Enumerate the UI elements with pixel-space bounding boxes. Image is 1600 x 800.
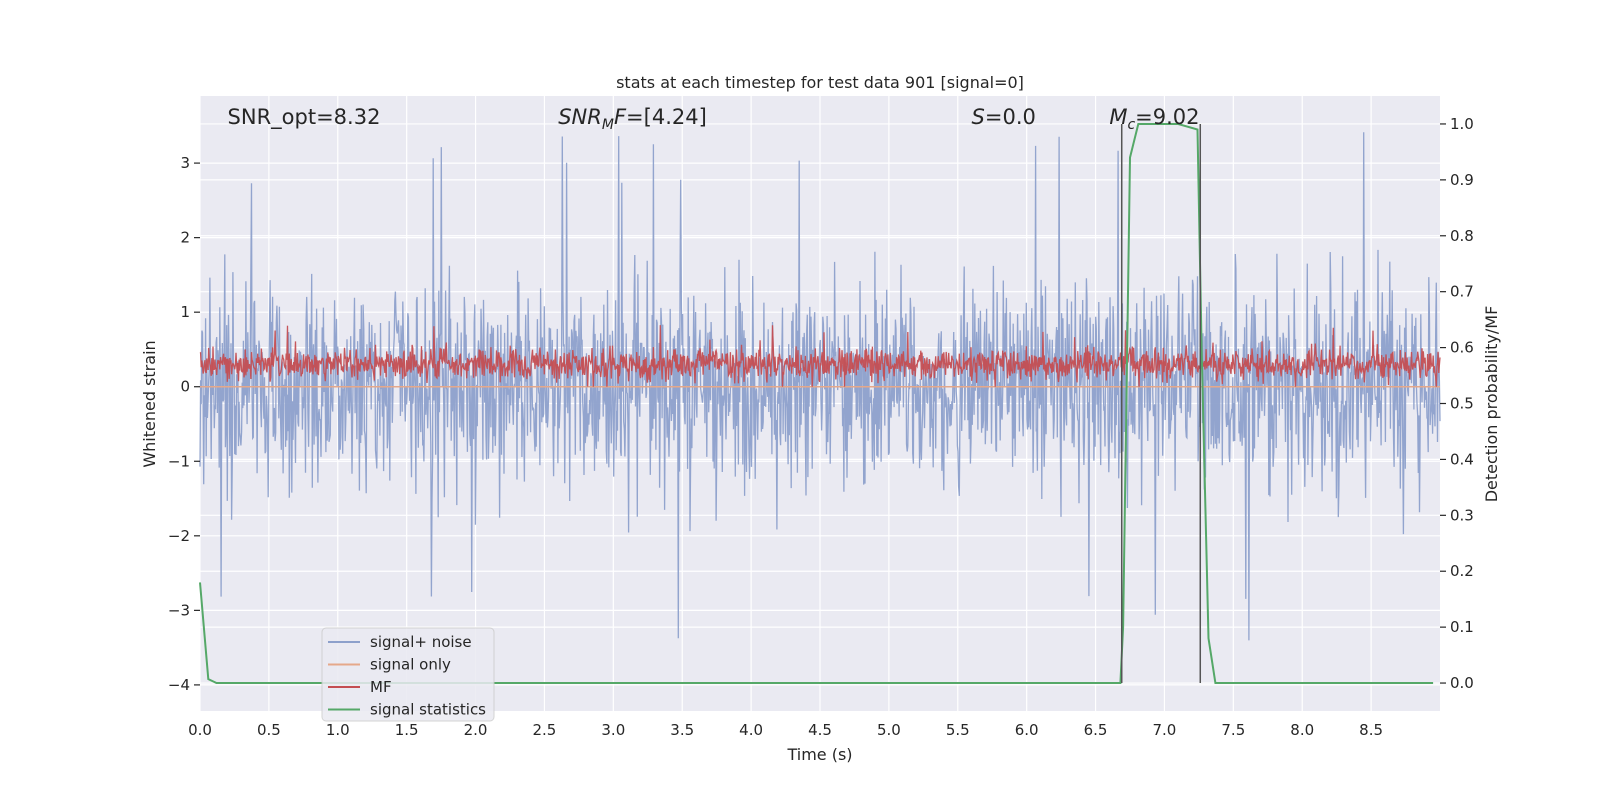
y-tick-label: 3 [180, 154, 190, 172]
annotation-1: SNRMF=[4.24] [558, 105, 707, 133]
x-tick-label: 8.5 [1359, 721, 1383, 739]
x-tick-label: 5.5 [946, 721, 970, 739]
y-tick-label: 1 [180, 303, 190, 321]
x-tick-label: 2.0 [464, 721, 488, 739]
x-tick-label: 3.0 [601, 721, 625, 739]
y-tick-label: −1 [168, 452, 190, 470]
annotation-2: S=0.0 [972, 105, 1036, 129]
y2-tick-label: 0.5 [1450, 395, 1474, 413]
x-tick-label: 3.5 [670, 721, 694, 739]
x-tick-label: 4.5 [808, 721, 832, 739]
annotation-3: Mc=9.02 [1109, 105, 1199, 133]
x-tick-label: 1.5 [395, 721, 419, 739]
x-tick-label: 6.5 [1084, 721, 1108, 739]
legend-label-2: MF [370, 678, 392, 696]
x-tick-label: 8.0 [1290, 721, 1314, 739]
legend-label-3: signal statistics [370, 701, 486, 719]
y-axis-label: Whitened strain [140, 340, 159, 467]
x-tick-label: 0.5 [257, 721, 281, 739]
y2-tick-label: 0.6 [1450, 339, 1474, 357]
y-tick-label: −2 [168, 527, 190, 545]
y2-tick-label: 0.7 [1450, 283, 1474, 301]
x-axis-label: Time (s) [786, 745, 852, 764]
x-tick-label: 1.0 [326, 721, 350, 739]
series-line-3 [199, 123, 1434, 684]
series-line-2 [199, 325, 1441, 387]
y-tick-label: −4 [168, 676, 190, 694]
y2-tick-label: 0.1 [1450, 618, 1474, 636]
y2-tick-label: 0.2 [1450, 562, 1474, 580]
axes-layer: 0.0 0.5 1.0 1.5 2.0 2.5 3.0 3.5 4.0 4.5 5.0 5.5 6.0 6… [168, 115, 1474, 739]
x-tick-label: 4.0 [739, 721, 763, 739]
y2-axis-label: Detection probability/MF [1482, 306, 1501, 503]
legend-label-0: signal+ noise [370, 633, 472, 651]
y2-tick-label: 1.0 [1450, 115, 1474, 133]
x-tick-label: 2.5 [533, 721, 557, 739]
annotation-layer: SNR_opt=8.32 SNRMF=[4.24] S=0.0 Mc=9.02 [228, 105, 1200, 133]
x-tick-label: 6.0 [1015, 721, 1039, 739]
chart-title: stats at each timestep for test data 901… [616, 73, 1024, 92]
legend-label-1: signal only [370, 656, 451, 674]
y2-tick-label: 0.0 [1450, 674, 1474, 692]
legend-box [321, 627, 495, 722]
y2-tick-label: 0.4 [1450, 450, 1474, 468]
x-tick-label: 0.0 [188, 721, 212, 739]
series-layer [199, 123, 1441, 684]
x-tick-label: 7.0 [1153, 721, 1177, 739]
x-tick-label: 5.0 [877, 721, 901, 739]
y-tick-label: 2 [180, 229, 190, 247]
y-tick-label: 0 [180, 378, 190, 396]
legend: signal+ noise signal only MF signal statist… [321, 627, 495, 722]
series-line-0 [199, 132, 1441, 641]
y2-tick-label: 0.9 [1450, 171, 1474, 189]
y2-tick-label: 0.8 [1450, 227, 1474, 245]
x-tick-label: 7.5 [1221, 721, 1245, 739]
y2-tick-label: 0.3 [1450, 506, 1474, 524]
annotation-0: SNR_opt=8.32 [228, 105, 381, 130]
y-tick-label: −3 [168, 601, 190, 619]
